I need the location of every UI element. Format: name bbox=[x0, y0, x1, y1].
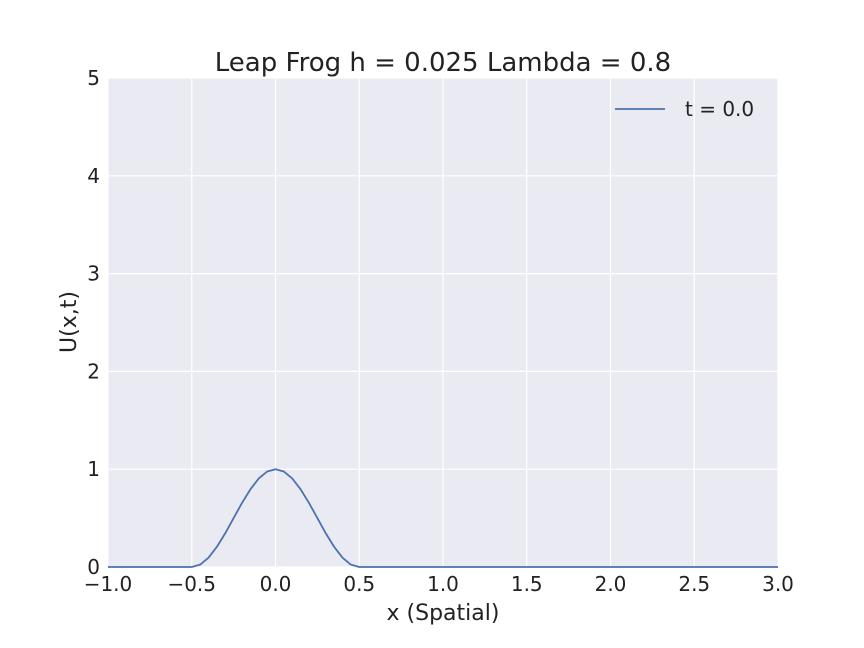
x-tick-label: 2.0 bbox=[595, 572, 627, 596]
y-axis-label: U(x,t) bbox=[57, 291, 82, 353]
legend-label: t = 0.0 bbox=[685, 97, 754, 121]
series-line bbox=[108, 468, 778, 568]
series-group bbox=[108, 468, 778, 568]
x-tick-label: 0.5 bbox=[343, 572, 375, 596]
y-tick-labels: 0 1 2 3 4 5 bbox=[87, 66, 100, 579]
x-tick-label: −1.0 bbox=[84, 572, 133, 596]
legend: t = 0.0 bbox=[615, 97, 754, 121]
y-tick-label: 2 bbox=[87, 359, 100, 383]
x-tick-label: −0.5 bbox=[167, 572, 216, 596]
y-tick-label: 1 bbox=[87, 457, 100, 481]
chart-title: Leap Frog h = 0.025 Lambda = 0.8 bbox=[215, 48, 671, 78]
y-tick-label: 3 bbox=[87, 262, 100, 286]
x-tick-labels: −1.0 −0.5 0.0 0.5 1.0 1.5 2.0 2.5 3.0 bbox=[84, 572, 794, 596]
x-tick-label: 3.0 bbox=[762, 572, 794, 596]
x-tick-label: 0.0 bbox=[260, 572, 292, 596]
x-axis-label: x (Spatial) bbox=[387, 601, 500, 626]
x-tick-label: 1.5 bbox=[511, 572, 543, 596]
y-tick-label: 4 bbox=[87, 164, 100, 188]
y-tick-label: 5 bbox=[87, 66, 100, 90]
x-tick-label: 1.0 bbox=[427, 572, 459, 596]
y-tick-label: 0 bbox=[87, 555, 100, 579]
x-tick-label: 2.5 bbox=[678, 572, 710, 596]
